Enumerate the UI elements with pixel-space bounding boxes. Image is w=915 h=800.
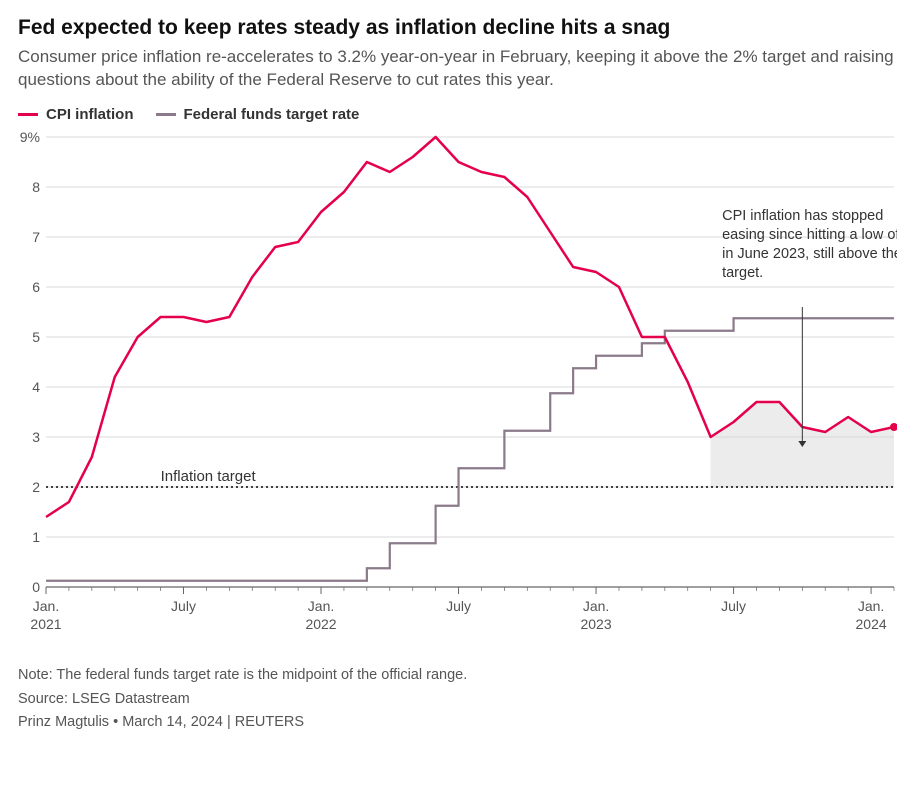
chart-title: Fed expected to keep rates steady as inf… (18, 16, 897, 40)
legend-label-fedfunds: Federal funds target rate (184, 106, 360, 123)
annotation-text: CPI inflation has stopped easing since h… (722, 207, 897, 282)
legend-label-cpi: CPI inflation (46, 106, 134, 123)
footer: Note: The federal funds target rate is t… (18, 665, 897, 734)
y-axis-label: 9% (20, 129, 40, 145)
x-axis-label-year: 2023 (580, 616, 611, 632)
y-axis-label: 1 (32, 529, 40, 545)
chart-subtitle: Consumer price inflation re-accelerates … (18, 46, 897, 92)
y-axis-label: 7 (32, 229, 40, 245)
inflation-target-label: Inflation target (161, 468, 257, 485)
annotation-box: CPI inflation has stopped easing since h… (722, 207, 897, 297)
legend-item-fedfunds: Federal funds target rate (156, 106, 360, 123)
legend-item-cpi: CPI inflation (18, 106, 134, 123)
footer-note: Note: The federal funds target rate is t… (18, 665, 897, 687)
x-axis-label: July (446, 598, 471, 614)
footer-byline: Prinz Magtulis • March 14, 2024 | REUTER… (18, 712, 897, 734)
legend-swatch-cpi (18, 113, 38, 116)
line-chart: 0 1 2 3 4 5 6 7 8 9% Inflation target Jan. 2021 July J… (18, 127, 897, 657)
y-axis-label: 0 (32, 579, 40, 595)
x-axis-label: July (721, 598, 746, 614)
y-axis-label: 2 (32, 479, 40, 495)
legend: CPI inflation Federal funds target rate (18, 106, 897, 123)
footer-source: Source: LSEG Datastream (18, 689, 897, 711)
y-axis-label: 5 (32, 329, 40, 345)
x-axis-label-year: 2024 (856, 616, 887, 632)
y-axis-label: 3 (32, 429, 40, 445)
y-axis-label: 4 (32, 379, 40, 395)
chart-area: 0 1 2 3 4 5 6 7 8 9% Inflation target Jan. 2021 July J… (18, 127, 897, 657)
x-axis-label: Jan. (858, 598, 884, 614)
x-axis-label: July (171, 598, 196, 614)
x-axis-label: Jan. (583, 598, 609, 614)
legend-swatch-fedfunds (156, 113, 176, 116)
x-axis-label: Jan. (308, 598, 334, 614)
x-axis-label-year: 2022 (305, 616, 336, 632)
x-axis-label: Jan. (33, 598, 59, 614)
y-axis-label: 8 (32, 179, 40, 195)
x-axis-label-year: 2021 (30, 616, 61, 632)
y-axis-label: 6 (32, 279, 40, 295)
